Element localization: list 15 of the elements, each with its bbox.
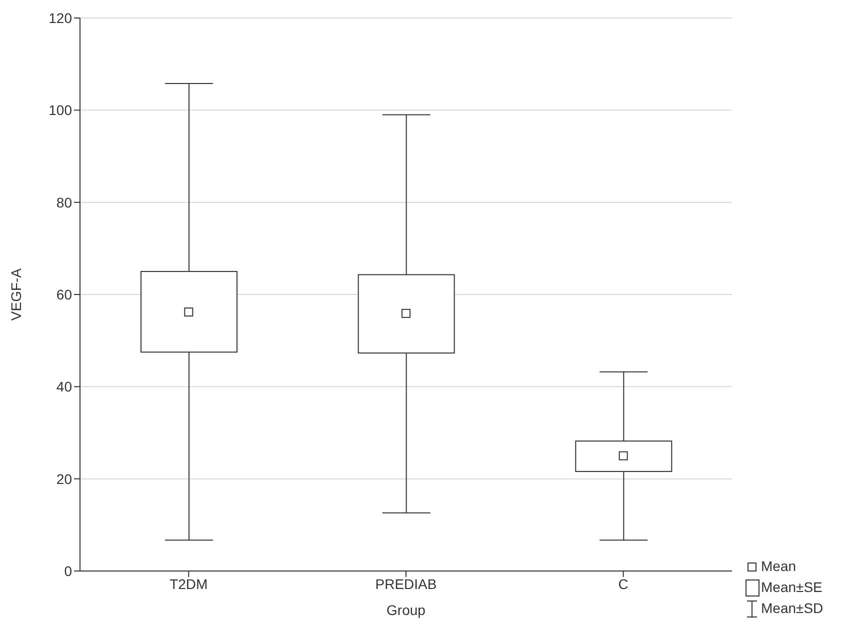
y-tick-label: 60 [56,286,72,302]
y-tick-label: 40 [56,378,72,395]
x-axis-title: Group [386,602,426,618]
text: Mean [761,557,796,576]
y-tick-label: 0 [64,562,72,579]
x-tick-label: T2DM [170,576,208,592]
x-tick-label: PREDIAB [375,576,437,592]
y-tick-label: 100 [48,102,72,118]
y-tick-label: 20 [56,470,72,487]
text: Mean±SD [761,599,824,618]
x-tick-label: C [618,576,628,592]
y-tick-label: 80 [56,194,72,210]
y-axis-title: VEGF-A [8,268,24,321]
text: Mean±SE [761,578,822,597]
y-tick-label: 120 [48,10,72,26]
